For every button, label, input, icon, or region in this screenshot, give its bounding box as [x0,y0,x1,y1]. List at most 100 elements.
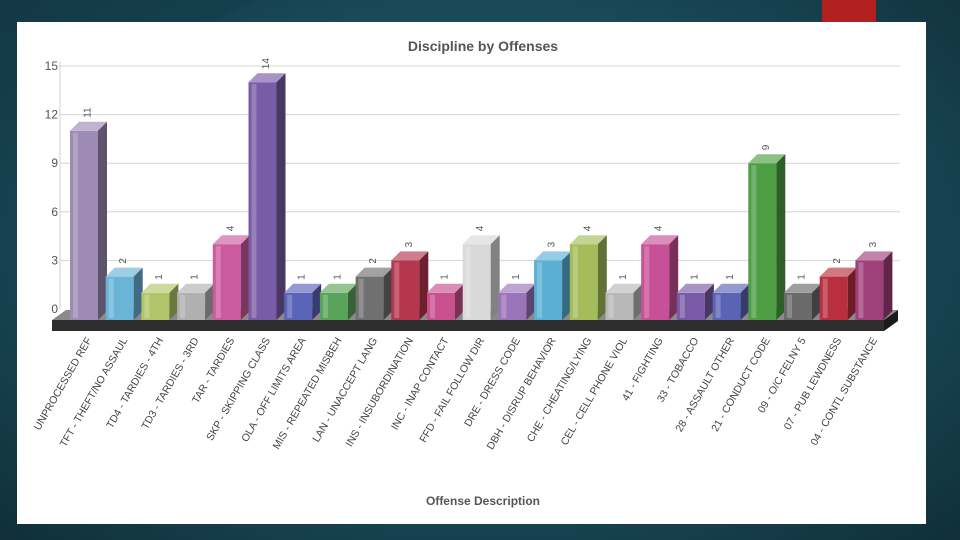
bar-front [462,244,491,320]
bar-highlight [679,294,685,318]
bar-side [633,283,643,320]
bar [855,251,893,320]
bar-front [105,276,134,320]
bar-top [105,267,143,277]
bar-highlight [501,294,507,318]
data-label: 14 [261,58,272,70]
bar-top [427,283,464,293]
bar-top [855,251,893,261]
bar-front [498,292,527,320]
bar-top [712,283,750,293]
y-axis-ticks: 0 3 6 9 12 15 [45,59,59,316]
data-label: 1 [725,274,736,280]
bar [569,235,607,320]
bar-side [669,235,679,320]
bar-highlight [822,278,828,318]
data-label: 2 [118,258,129,264]
bar [427,283,464,320]
bar-top [284,283,322,293]
bar-top [676,283,714,293]
bar [391,251,429,320]
bar-top [70,121,107,131]
y-tick-label: 6 [51,205,58,219]
bar-front [319,292,348,320]
data-label: 3 [868,241,879,247]
bar-front [784,292,812,320]
x-tick-label: CEL - CELL PHONE VIOL [559,335,631,447]
bar-highlight [144,294,150,318]
bar-side [562,251,572,320]
floor-front [52,320,884,331]
slide-accent-bar [822,0,876,22]
bar-highlight [465,246,471,318]
bar [534,251,572,320]
bar-front [641,244,670,320]
bar-front [284,292,313,320]
bar-highlight [73,132,78,318]
bar-highlight [537,262,543,318]
data-label: 3 [404,241,415,247]
bar-highlight [715,294,721,318]
data-label: 4 [475,225,486,231]
bar-highlight [322,294,328,318]
bar-top [462,235,500,245]
bar [641,235,679,320]
data-label: 1 [297,274,308,280]
data-label: 4 [654,225,665,231]
bar-side [312,283,322,320]
bar-side [240,235,250,320]
x-tick-label: CHE - CHEATING/LYING [525,336,595,445]
bar-highlight [751,165,757,318]
bar-highlight [287,294,293,318]
bar-front [712,292,741,320]
bar-side [847,267,857,320]
bar-front [676,292,705,320]
bar [141,283,179,320]
bar-highlight [644,246,650,318]
bar-side [883,251,893,320]
bar-top [248,73,286,83]
y-tick-label: 9 [51,156,58,170]
bar-front [141,292,170,320]
x-tick-label: MIS - REPEATED MISBEH [271,336,345,452]
data-label: 1 [154,274,165,280]
bar-front [819,276,848,320]
bar-top [355,267,393,277]
bar-top [819,267,857,277]
bar-front [177,292,206,320]
bar-side [455,283,464,320]
y-tick-label: 12 [45,108,59,122]
bar-top [605,283,643,293]
bar-top [784,283,821,293]
bar-side [205,283,215,320]
bar [676,283,714,320]
bar-side [419,251,429,320]
bar-side [812,283,821,320]
x-tick-label: INS - INSUBORDINATION [343,336,415,449]
data-label: 2 [368,258,379,264]
y-tick-label: 0 [51,302,58,316]
x-tick-label: FFD - FAIL FOLLOW DIR [417,335,487,445]
bar-front [391,260,420,320]
x-tick-label: OLA - OFF LIMITS AREA [239,336,309,445]
data-label: 1 [797,274,808,280]
floor-side [884,310,898,331]
data-label: 2 [832,258,843,264]
bar-side [740,283,750,320]
data-label: 4 [225,225,236,231]
chart-title: Discipline by Offenses [408,38,558,54]
bar-side [383,267,393,320]
bar-front [605,292,634,320]
y-tick-label: 15 [45,59,59,73]
data-label: 1 [440,274,451,280]
data-label: 9 [761,144,772,150]
bar-highlight [358,278,364,318]
bar-top [177,283,215,293]
bar-front [748,163,777,320]
bar [819,267,857,320]
bar [319,283,357,320]
data-label: 1 [511,274,522,280]
x-tick-label: SKP - SKIPPING CLASS [204,336,273,443]
